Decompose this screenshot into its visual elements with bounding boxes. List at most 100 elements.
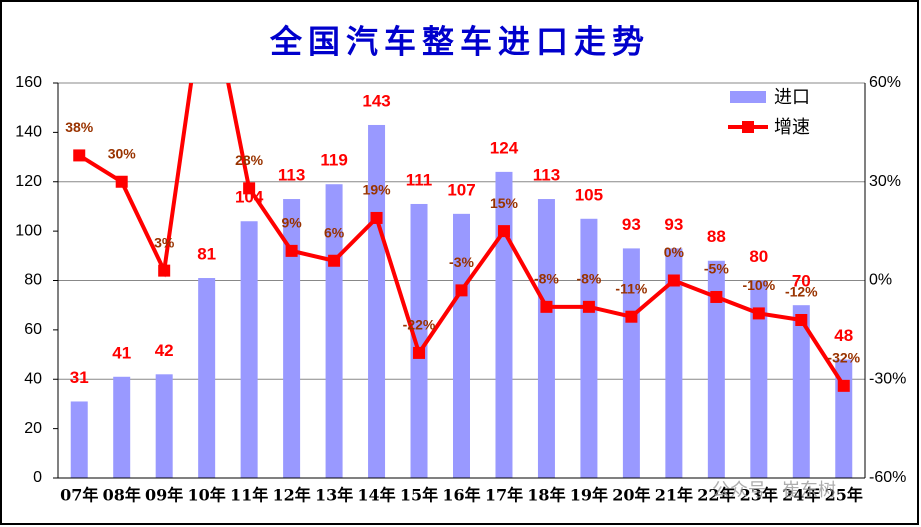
growth-label: 0% bbox=[664, 244, 685, 260]
x-tick-label: 16年 bbox=[442, 486, 480, 505]
bar bbox=[198, 278, 216, 478]
bar-value-label: 113 bbox=[278, 166, 305, 185]
growth-label: -5% bbox=[704, 261, 729, 277]
y-tick-label: 120 bbox=[15, 173, 42, 190]
y-tick-label: 80 bbox=[24, 272, 42, 289]
bar-value-label: 119 bbox=[320, 151, 347, 170]
x-tick-label: 13年 bbox=[315, 486, 353, 505]
line-marker bbox=[582, 300, 595, 313]
bar bbox=[113, 376, 131, 478]
y-tick-label: 20 bbox=[24, 420, 42, 437]
line-marker bbox=[115, 175, 128, 188]
bar bbox=[580, 218, 598, 478]
bar bbox=[622, 248, 640, 478]
y2-tick-label: 60% bbox=[869, 74, 901, 91]
x-tick-label: 12年 bbox=[272, 486, 310, 505]
bar bbox=[495, 171, 513, 478]
bar-value-label: 124 bbox=[490, 138, 519, 157]
watermark: 公众号 · 崔东树 bbox=[712, 480, 836, 500]
x-tick-label: 07年 bbox=[60, 486, 98, 505]
bar-value-label: 81 bbox=[197, 245, 216, 264]
line-marker bbox=[710, 290, 723, 303]
x-tick-label: 09年 bbox=[145, 486, 183, 505]
x-tick-label: 20年 bbox=[612, 486, 650, 505]
growth-label: 30% bbox=[108, 145, 137, 161]
line-marker bbox=[455, 284, 468, 297]
growth-label: -3% bbox=[449, 254, 474, 270]
line-marker bbox=[73, 149, 86, 162]
bar bbox=[792, 305, 810, 478]
y-tick-label: 0 bbox=[33, 469, 42, 486]
legend-marker bbox=[742, 121, 754, 133]
x-tick-label: 19年 bbox=[570, 486, 608, 505]
growth-label: 38% bbox=[65, 119, 94, 135]
bar bbox=[665, 248, 683, 478]
x-tick-label: 18年 bbox=[527, 486, 565, 505]
x-tick-label: 22年 bbox=[697, 486, 735, 505]
bar-value-label: 41 bbox=[112, 343, 131, 362]
growth-label: -22% bbox=[403, 317, 436, 333]
line-marker bbox=[158, 264, 171, 277]
bar bbox=[707, 260, 725, 478]
line-marker bbox=[370, 211, 383, 224]
bar-value-label: 105 bbox=[575, 185, 603, 204]
line-marker bbox=[328, 254, 341, 267]
bar-value-label: 104 bbox=[235, 188, 264, 207]
growth-label: 3% bbox=[154, 234, 175, 250]
bar bbox=[537, 199, 555, 478]
line-marker bbox=[837, 379, 850, 392]
line-marker bbox=[285, 244, 298, 257]
legend-swatch bbox=[730, 91, 766, 103]
bar bbox=[70, 401, 88, 478]
line-marker bbox=[243, 182, 256, 195]
bar bbox=[410, 203, 428, 478]
bar-value-label: 48 bbox=[834, 326, 853, 345]
bar-value-label: 70 bbox=[792, 272, 811, 291]
growth-label: -8% bbox=[534, 271, 559, 287]
y2-tick-label: -30% bbox=[869, 370, 906, 387]
growth-label: -10% bbox=[742, 277, 775, 293]
y2-tick-label: 30% bbox=[869, 173, 901, 190]
growth-label: -11% bbox=[615, 280, 647, 296]
bar-value-label: 93 bbox=[622, 215, 641, 234]
y-tick-label: 160 bbox=[15, 74, 42, 91]
bar bbox=[368, 124, 386, 478]
x-tick-label: 21年 bbox=[655, 486, 693, 505]
line-marker bbox=[497, 225, 510, 238]
line-marker bbox=[540, 300, 553, 313]
line-marker bbox=[667, 274, 680, 287]
growth-label: -8% bbox=[576, 271, 601, 287]
growth-label: -32% bbox=[827, 350, 860, 366]
line-marker bbox=[625, 310, 638, 323]
y-tick-label: 100 bbox=[15, 222, 42, 239]
x-tick-label: 24年 bbox=[782, 486, 820, 505]
bar-value-label: 107 bbox=[447, 180, 475, 199]
legend-label: 进口 bbox=[774, 87, 810, 107]
growth-label: 6% bbox=[324, 224, 345, 240]
bar bbox=[750, 280, 768, 478]
bar-value-label: 42 bbox=[155, 341, 174, 360]
y2-tick-label: -60% bbox=[869, 469, 906, 486]
y-tick-label: 60 bbox=[24, 321, 42, 338]
x-tick-label: 14年 bbox=[357, 486, 395, 505]
y2-tick-label: 0% bbox=[869, 272, 892, 289]
bar bbox=[240, 221, 258, 478]
bar-value-label: 143 bbox=[362, 91, 390, 110]
x-tick-label: 11年 bbox=[230, 486, 268, 505]
growth-label: 19% bbox=[363, 182, 392, 198]
chart-title: 全国汽车整车进口走势 bbox=[269, 23, 650, 61]
bar-value-label: 111 bbox=[406, 170, 433, 189]
line-marker bbox=[795, 314, 808, 326]
bar-value-label: 80 bbox=[749, 247, 768, 266]
x-tick-label: 15年 bbox=[400, 486, 438, 505]
x-tick-label: 17年 bbox=[485, 486, 523, 505]
growth-label: 9% bbox=[281, 215, 302, 231]
x-tick-label: 25年 bbox=[825, 486, 863, 505]
line-marker bbox=[413, 346, 426, 359]
bar bbox=[283, 199, 301, 478]
growth-label: -12% bbox=[785, 284, 818, 300]
bar-value-label: 88 bbox=[707, 227, 726, 246]
y-tick-label: 40 bbox=[24, 370, 42, 387]
bar bbox=[155, 374, 173, 478]
